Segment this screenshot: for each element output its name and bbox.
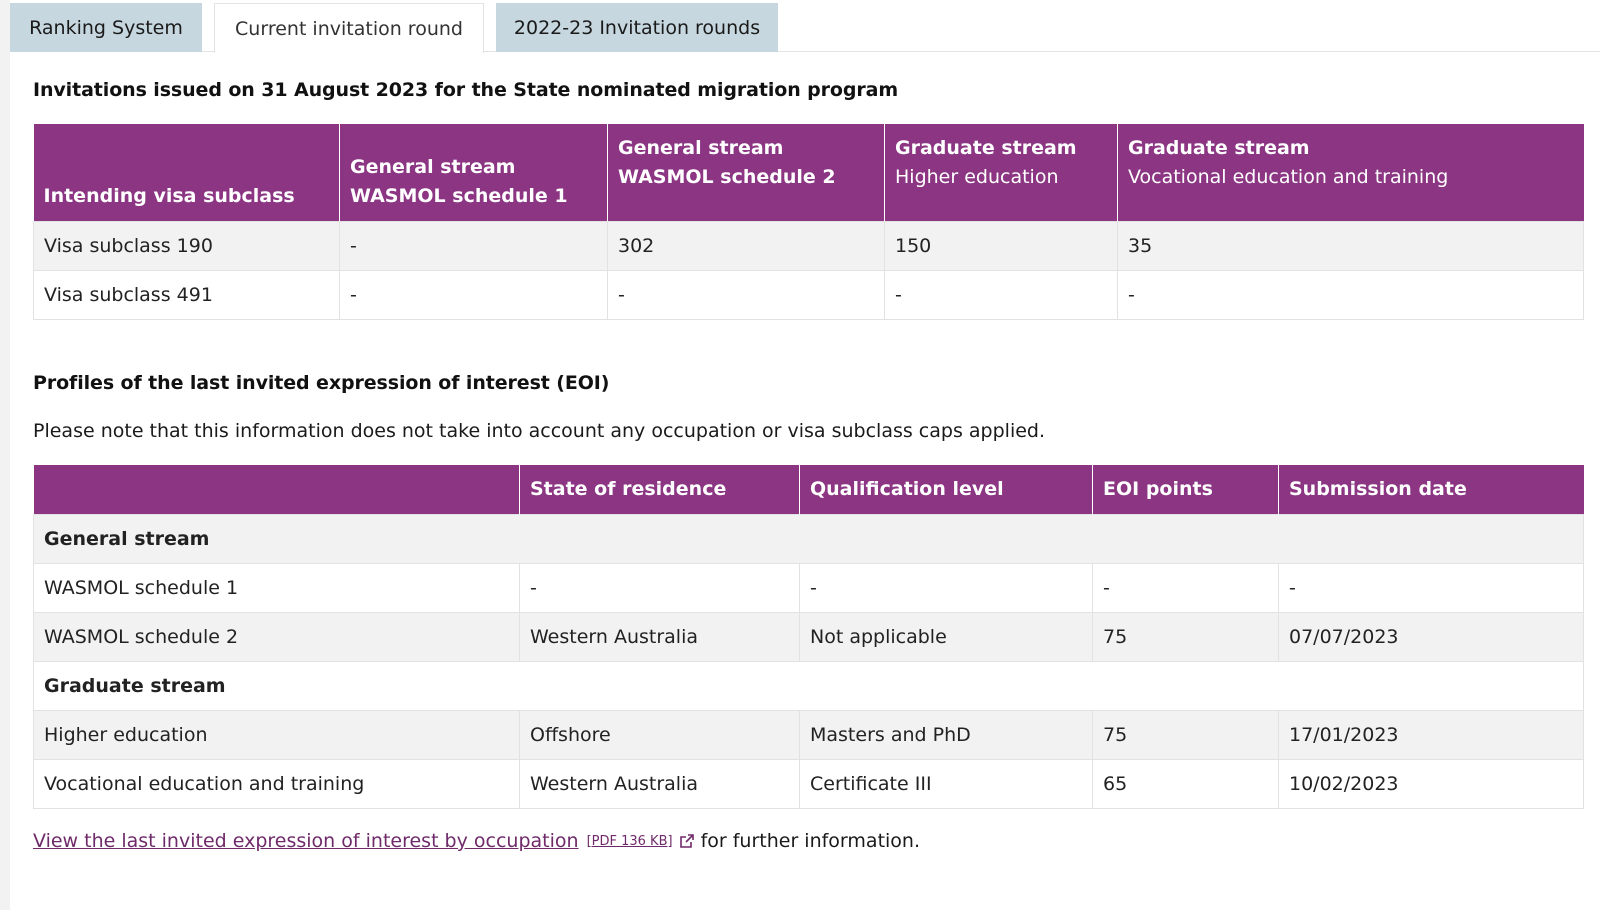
cell-graduate-he: 150 [884, 220, 1118, 271]
eoi-by-occupation-link[interactable]: View the last invited expression of inte… [33, 830, 579, 852]
cell-graduate-he: - [884, 269, 1118, 320]
tab-2022-23-invitation-rounds[interactable]: 2022-23 Invitation rounds [496, 3, 778, 52]
cell-state: Western Australia [519, 758, 800, 809]
cell-state: Offshore [519, 709, 800, 760]
invitations-header-row: Intending visa subclass General stream W… [33, 124, 1584, 221]
cell-state: Western Australia [519, 611, 800, 662]
header-line: WASMOL schedule 1 [350, 184, 568, 207]
col-header-intending-visa-subclass: Intending visa subclass [33, 124, 340, 221]
header-subline: Vocational education and training [1128, 166, 1449, 188]
col-header-points: EOI points [1092, 465, 1279, 514]
col-header-general-wasmol-1: General stream WASMOL schedule 1 [339, 124, 608, 221]
header-line: General stream [618, 137, 784, 159]
cell-general-1: - [339, 220, 608, 271]
group-row-general: General stream [33, 513, 1584, 564]
tab-current-invitation-round[interactable]: Current invitation round [214, 3, 484, 53]
table-row: Visa subclass 190 - 302 150 35 [33, 220, 1584, 271]
cell-subclass: Visa subclass 491 [33, 269, 340, 320]
cell-label: WASMOL schedule 1 [33, 562, 520, 613]
group-label: General stream [33, 513, 1584, 564]
cell-points: - [1092, 562, 1279, 613]
col-header-stream [33, 465, 520, 514]
header-subline: Higher education [895, 166, 1059, 188]
col-header-state: State of residence [519, 465, 800, 514]
cell-label: WASMOL schedule 2 [33, 611, 520, 662]
cell-label: Vocational education and training [33, 758, 520, 809]
col-header-qualification: Qualification level [799, 465, 1093, 514]
eoi-note: Please note that this information does n… [33, 420, 1046, 442]
cell-qualification: Not applicable [799, 611, 1093, 662]
col-header-graduate-higher-ed: Graduate stream Higher education [884, 124, 1118, 221]
group-label: Graduate stream [33, 660, 1584, 711]
tab-bar: Ranking System Current invitation round … [10, 0, 1600, 53]
tab-ranking-system[interactable]: Ranking System [10, 3, 202, 52]
col-header-date: Submission date [1278, 465, 1584, 514]
header-line: General stream [350, 155, 516, 178]
cell-date: - [1278, 562, 1584, 613]
col-header-graduate-vet: Graduate stream Vocational education and… [1117, 124, 1584, 221]
footer-suffix: for further information. [700, 830, 920, 852]
tab-panel: Invitations issued on 31 August 2023 for… [10, 52, 1600, 910]
group-row-graduate: Graduate stream [33, 660, 1584, 711]
cell-graduate-vet: 35 [1117, 220, 1584, 271]
invitations-table: Intending visa subclass General stream W… [33, 124, 1584, 320]
left-rail [0, 0, 10, 910]
col-header-general-wasmol-2: General stream WASMOL schedule 2 [607, 124, 885, 221]
cell-date: 17/01/2023 [1278, 709, 1584, 760]
cell-points: 75 [1092, 709, 1279, 760]
cell-qualification: Masters and PhD [799, 709, 1093, 760]
cell-general-1: - [339, 269, 608, 320]
cell-date: 10/02/2023 [1278, 758, 1584, 809]
header-line: Graduate stream [895, 137, 1077, 159]
cell-label: Higher education [33, 709, 520, 760]
cell-points: 65 [1092, 758, 1279, 809]
cell-graduate-vet: - [1117, 269, 1584, 320]
cell-state: - [519, 562, 800, 613]
pdf-size-label[interactable]: [PDF 136 KB] [586, 833, 673, 849]
cell-date: 07/07/2023 [1278, 611, 1584, 662]
table-row: Higher education Offshore Masters and Ph… [33, 709, 1584, 760]
cell-general-2: - [607, 269, 885, 320]
cell-qualification: Certificate III [799, 758, 1093, 809]
table-row: Vocational education and training Wester… [33, 758, 1584, 809]
header-line: Graduate stream [1128, 137, 1310, 159]
cell-subclass: Visa subclass 190 [33, 220, 340, 271]
cell-general-2: 302 [607, 220, 885, 271]
invitations-heading: Invitations issued on 31 August 2023 for… [33, 79, 899, 101]
table-row: WASMOL schedule 1 - - - - [33, 562, 1584, 613]
eoi-table: State of residence Qualification level E… [33, 465, 1584, 809]
footer-line: View the last invited expression of inte… [33, 830, 920, 852]
eoi-header-row: State of residence Qualification level E… [33, 465, 1584, 514]
table-row: Visa subclass 491 - - - - [33, 269, 1584, 320]
external-link-icon[interactable] [679, 833, 695, 849]
cell-qualification: - [799, 562, 1093, 613]
table-row: WASMOL schedule 2 Western Australia Not … [33, 611, 1584, 662]
eoi-heading: Profiles of the last invited expression … [33, 372, 610, 394]
header-line: WASMOL schedule 2 [618, 166, 836, 188]
cell-points: 75 [1092, 611, 1279, 662]
